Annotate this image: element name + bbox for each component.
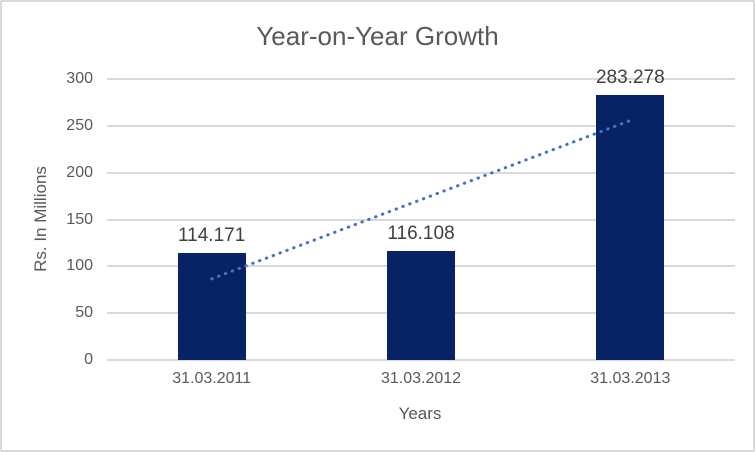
y-tick-label: 150: [66, 210, 93, 228]
x-category-label: 31.03.2011: [172, 370, 252, 387]
chart-title: Year-on-Year Growth: [256, 21, 499, 51]
gridline: [107, 78, 735, 80]
x-axis-line: [107, 359, 735, 361]
x-axis-title: Years: [398, 404, 442, 423]
bar-31.03.2013: [596, 94, 665, 360]
bar-value-label: 283.278: [595, 66, 665, 88]
bar-value-label: 116.108: [387, 223, 455, 245]
bar-31.03.2012: [387, 251, 455, 360]
y-tick-label: 50: [75, 304, 93, 322]
y-tick-label: 200: [66, 163, 93, 181]
bar-31.03.2011: [177, 253, 246, 360]
x-category-label: 31.03.2013: [590, 370, 671, 387]
bar-value-label: 114.171: [178, 225, 246, 247]
y-tick-label: 250: [66, 116, 93, 134]
y-tick-label: 100: [66, 257, 93, 275]
y-tick-label: 0: [84, 351, 93, 368]
x-category-label: 31.03.2012: [380, 370, 462, 387]
y-tick-label: 300: [66, 70, 93, 87]
